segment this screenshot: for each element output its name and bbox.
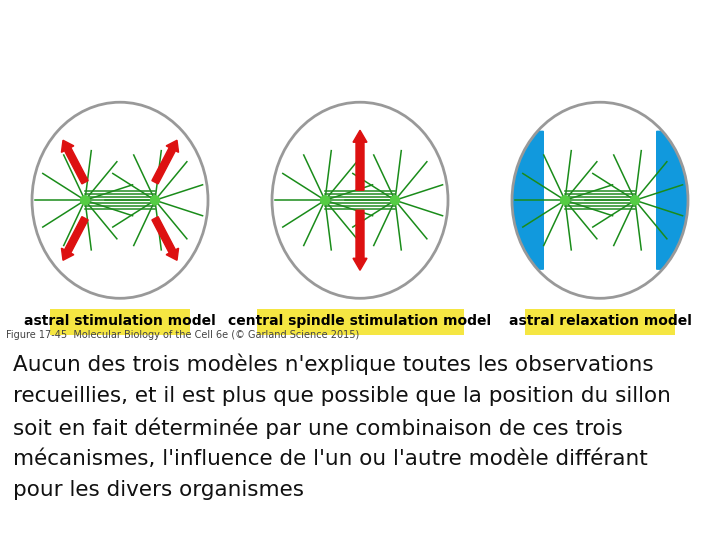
FancyBboxPatch shape bbox=[525, 309, 675, 335]
Circle shape bbox=[81, 196, 89, 205]
FancyArrow shape bbox=[61, 140, 88, 184]
Text: astral stimulation model: astral stimulation model bbox=[24, 314, 216, 328]
FancyBboxPatch shape bbox=[257, 309, 464, 335]
Text: Figure 17-45  Molecular Biology of the Cell 6e (© Garland Science 2015): Figure 17-45 Molecular Biology of the Ce… bbox=[6, 330, 359, 340]
Circle shape bbox=[150, 196, 160, 205]
FancyBboxPatch shape bbox=[509, 131, 544, 270]
FancyArrow shape bbox=[152, 217, 179, 260]
Text: Aucun des trois modèles n'explique toutes les observations
recueillies, et il es: Aucun des trois modèles n'explique toute… bbox=[13, 354, 671, 500]
Text: central spindle stimulation model: central spindle stimulation model bbox=[228, 314, 492, 328]
Circle shape bbox=[560, 196, 570, 205]
Text: astral relaxation model: astral relaxation model bbox=[508, 314, 691, 328]
Circle shape bbox=[390, 196, 400, 205]
FancyBboxPatch shape bbox=[656, 131, 691, 270]
Text: Les trois modèles courants de mode de production, par les microtubules du fuseau: Les trois modèles courants de mode de pr… bbox=[9, 17, 720, 60]
FancyArrow shape bbox=[61, 217, 88, 260]
FancyArrow shape bbox=[353, 210, 367, 271]
Circle shape bbox=[631, 196, 639, 205]
FancyBboxPatch shape bbox=[50, 309, 190, 335]
FancyArrow shape bbox=[353, 130, 367, 190]
FancyArrow shape bbox=[152, 140, 179, 184]
Circle shape bbox=[320, 196, 330, 205]
